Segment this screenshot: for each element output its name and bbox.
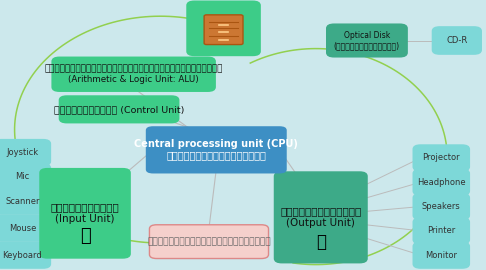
FancyBboxPatch shape (0, 140, 51, 165)
Text: Keyboard: Keyboard (2, 251, 42, 260)
FancyBboxPatch shape (150, 225, 268, 259)
Text: Projector: Projector (422, 153, 460, 163)
FancyBboxPatch shape (275, 172, 367, 262)
FancyBboxPatch shape (413, 242, 469, 268)
FancyBboxPatch shape (413, 218, 469, 244)
FancyBboxPatch shape (52, 58, 215, 91)
FancyBboxPatch shape (413, 194, 469, 219)
FancyBboxPatch shape (146, 126, 287, 174)
FancyBboxPatch shape (413, 145, 469, 171)
Text: Monitor: Monitor (425, 251, 457, 260)
Text: Mouse: Mouse (9, 224, 36, 233)
Text: Printer: Printer (427, 226, 455, 235)
Text: หน่วยควบคุม (Control Unit): หน่วยควบคุม (Control Unit) (54, 105, 184, 114)
Text: 🖥: 🖥 (316, 233, 326, 251)
FancyBboxPatch shape (0, 164, 51, 190)
Text: Speakers: Speakers (422, 202, 461, 211)
FancyBboxPatch shape (327, 24, 407, 57)
Text: หลักการทำงานคอมพิวเตอร์: หลักการทำงานคอมพิวเตอร์ (147, 237, 271, 246)
Text: Scanner: Scanner (5, 197, 39, 206)
Text: หน่วยประมวลผลทางคณิตศาสตร์และตรรกะ
(Arithmetic & Logic Unit: ALU): หน่วยประมวลผลทางคณิตศาสตร์และตรรกะ (Arit… (44, 65, 223, 84)
FancyBboxPatch shape (0, 188, 51, 214)
FancyBboxPatch shape (0, 242, 51, 268)
Text: Joystick: Joystick (6, 148, 38, 157)
FancyBboxPatch shape (433, 27, 481, 54)
Text: หน่วยอินพุต
(Input Unit): หน่วยอินพุต (Input Unit) (51, 202, 120, 224)
Text: CD-R: CD-R (446, 36, 468, 45)
Text: Headphone: Headphone (417, 178, 466, 187)
FancyBboxPatch shape (40, 169, 130, 258)
Text: 📷: 📷 (80, 227, 90, 245)
Text: Optical Disk
(ออปติคัลดิสก์): Optical Disk (ออปติคัลดิสก์) (334, 31, 400, 50)
Text: หน่วยเอาท์พุต
(Output Unit): หน่วยเอาท์พุต (Output Unit) (280, 207, 362, 228)
FancyBboxPatch shape (0, 215, 51, 241)
FancyBboxPatch shape (187, 1, 260, 55)
Text: Central processing unit (CPU)
หน่วยประมวลผลกลาง: Central processing unit (CPU) หน่วยประมว… (134, 139, 298, 161)
FancyBboxPatch shape (413, 170, 469, 195)
Text: Mic: Mic (15, 172, 30, 181)
FancyBboxPatch shape (204, 15, 243, 45)
FancyBboxPatch shape (60, 96, 179, 123)
